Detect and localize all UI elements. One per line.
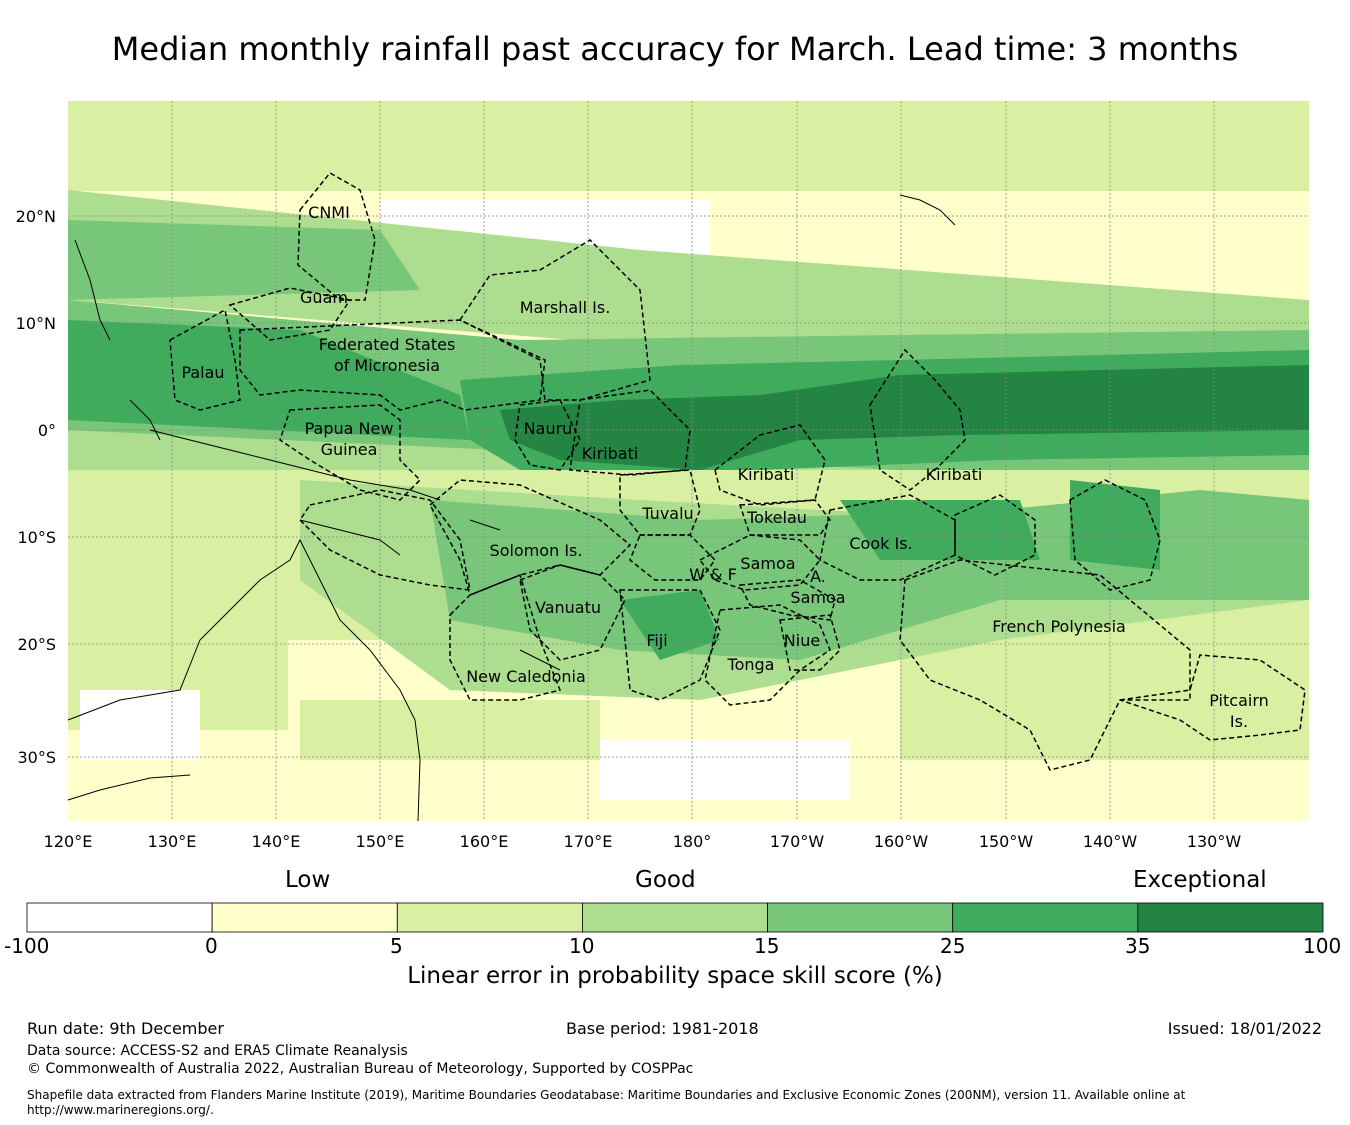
region-label-kiribati-west: Kiribati <box>582 444 639 463</box>
category-low: Low <box>285 867 331 893</box>
colorbar <box>26 902 1324 933</box>
colorbar-label: Linear error in probability space skill … <box>407 963 943 989</box>
colorbar-tick: 100 <box>1303 934 1342 958</box>
colorbar-swatch <box>26 902 213 933</box>
lon-tick: 180° <box>673 832 712 851</box>
region-label-cnmi: CNMI <box>308 203 350 222</box>
region-label-tuvalu: Tuvalu <box>641 504 693 523</box>
shapefile-url: http://www.marineregions.org/. <box>27 1103 214 1117</box>
category-good: Good <box>635 867 696 893</box>
lat-tick: 10°N <box>16 314 56 333</box>
colorbar-swatch <box>952 902 1139 933</box>
colorbar-tick: 0 <box>205 934 218 958</box>
region-label-fsm-1: Federated States <box>319 335 456 354</box>
lon-tick: 130°E <box>148 832 197 851</box>
issued-date: Issued: 18/01/2022 <box>1167 1019 1322 1038</box>
lat-tick: 0° <box>38 421 56 440</box>
skill-band-35-100 <box>500 365 1309 470</box>
region-label-kiribati-central: Kiribati <box>738 465 795 484</box>
lon-tick: 150°E <box>356 832 405 851</box>
region-label-fsm-2: of Micronesia <box>334 356 440 375</box>
lon-tick: 140°E <box>252 832 301 851</box>
colorbar-tick: 25 <box>940 934 966 958</box>
lon-tick: 140°W <box>1083 832 1138 851</box>
lon-tick: 130°W <box>1187 832 1242 851</box>
lon-tick: 160°W <box>874 832 929 851</box>
copyright: © Commonwealth of Australia 2022, Austra… <box>27 1061 694 1077</box>
eez-boundaries <box>169 172 1306 771</box>
region-label-new-caledonia: New Caledonia <box>466 667 586 686</box>
region-label-tokelau: Tokelau <box>746 508 807 527</box>
region-label-tonga: Tonga <box>727 655 775 674</box>
region-label-palau: Palau <box>181 363 224 382</box>
region-label-solomon: Solomon Is. <box>490 541 583 560</box>
lat-tick: 20°N <box>16 207 56 226</box>
lon-tick: 170°W <box>770 832 825 851</box>
lat-tick: 20°S <box>17 635 56 654</box>
run-date: Run date: 9th December <box>27 1019 224 1038</box>
colorbar-swatch <box>767 902 954 933</box>
lat-tick: 30°S <box>17 748 56 767</box>
lat-tick: 10°S <box>17 528 56 547</box>
base-period: Base period: 1981-2018 <box>566 1019 759 1038</box>
region-label-wallis-futuna: W & F <box>689 565 737 584</box>
region-label-kiribati-east: Kiribati <box>926 465 983 484</box>
colorbar-swatch <box>1137 902 1324 933</box>
colorbar-swatch <box>396 902 583 933</box>
colorbar-tick: 10 <box>569 934 595 958</box>
region-label-french-polynesia: French Polynesia <box>992 617 1126 636</box>
region-label-guam: Guam <box>300 288 348 307</box>
lon-tick: 170°E <box>564 832 613 851</box>
data-source: Data source: ACCESS-S2 and ERA5 Climate … <box>27 1043 408 1059</box>
region-label-cook: Cook Is. <box>849 534 912 553</box>
region-label-pitcairn-1: Pitcairn <box>1209 691 1269 710</box>
colorbar-tick: 35 <box>1125 934 1151 958</box>
colorbar-tick: 15 <box>754 934 780 958</box>
graticule <box>68 101 1309 821</box>
colorbar-swatch <box>582 902 768 933</box>
region-label-american-samoa-1: A. <box>810 567 826 586</box>
colorbar-swatch <box>211 902 398 933</box>
lon-tick: 150°W <box>979 832 1034 851</box>
lon-tick-labels: 120°E 130°E 140°E 150°E 160°E 170°E 180°… <box>44 832 1242 851</box>
region-label-pitcairn-2: Is. <box>1230 712 1248 731</box>
colorbar-tick: 5 <box>390 934 403 958</box>
region-label-nauru: Nauru <box>524 419 573 438</box>
region-label-american-samoa-2: Samoa <box>790 588 845 607</box>
region-label-vanuatu: Vanuatu <box>535 598 601 617</box>
region-label-samoa: Samoa <box>740 554 795 573</box>
coastlines <box>67 194 956 822</box>
colorbar-tick: -100 <box>4 934 50 958</box>
lat-tick-labels: 20°N 10°N 0° 10°S 20°S 30°S <box>16 207 56 767</box>
region-label-niue: Niue <box>784 631 820 650</box>
category-exceptional: Exceptional <box>1133 867 1267 893</box>
region-label-png-1: Papua New <box>305 419 394 438</box>
region-label-marshall: Marshall Is. <box>520 298 611 317</box>
lon-tick: 120°E <box>44 832 93 851</box>
map-title: Median monthly rainfall past accuracy fo… <box>111 30 1239 68</box>
lon-tick: 160°E <box>460 832 509 851</box>
region-label-fiji: Fiji <box>646 631 667 650</box>
region-label-png-2: Guinea <box>321 440 378 459</box>
shapefile-credit: Shapefile data extracted from Flanders M… <box>27 1088 1186 1102</box>
region-labels: CNMI Guam Marshall Is. Palau Federated S… <box>181 203 1268 731</box>
